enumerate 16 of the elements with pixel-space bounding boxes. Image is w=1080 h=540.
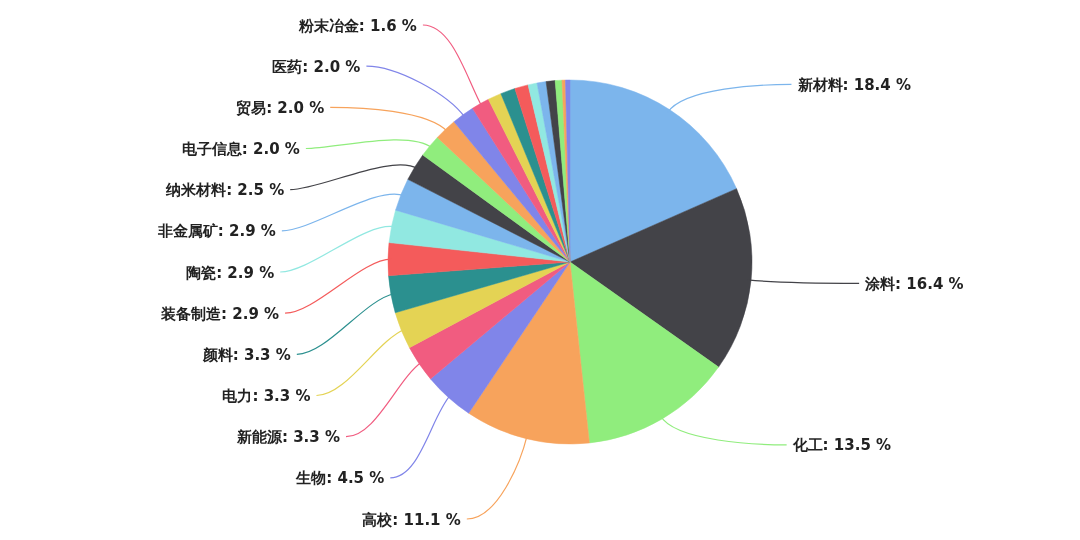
data-label: 新材料: 18.4 % xyxy=(797,75,911,94)
data-label: 陶瓷: 2.9 % xyxy=(186,263,275,282)
data-label: 贸易: 2.0 % xyxy=(236,98,325,117)
data-label: 电子信息: 2.0 % xyxy=(181,140,300,158)
data-label: 医药: 2.0 % xyxy=(272,57,361,76)
data-label: 电力: 3.3 % xyxy=(222,387,311,405)
data-label: 新能源: 3.3 % xyxy=(236,428,340,447)
data-label: 生物: 4.5 % xyxy=(296,469,385,488)
data-label: 涂料: 16.4 % xyxy=(865,274,964,293)
data-label: 纳米材料: 2.5 % xyxy=(166,181,285,200)
data-label: 化工: 13.5 % xyxy=(792,436,892,455)
data-label: 装备制造: 2.9 % xyxy=(161,304,280,323)
data-label: 非金属矿: 2.9 % xyxy=(157,222,276,241)
data-label: 颜料: 3.3 % xyxy=(202,345,291,364)
data-label: 粉末冶金: 1.6 % xyxy=(298,16,417,35)
data-label: 高校: 11.1 % xyxy=(362,510,461,529)
